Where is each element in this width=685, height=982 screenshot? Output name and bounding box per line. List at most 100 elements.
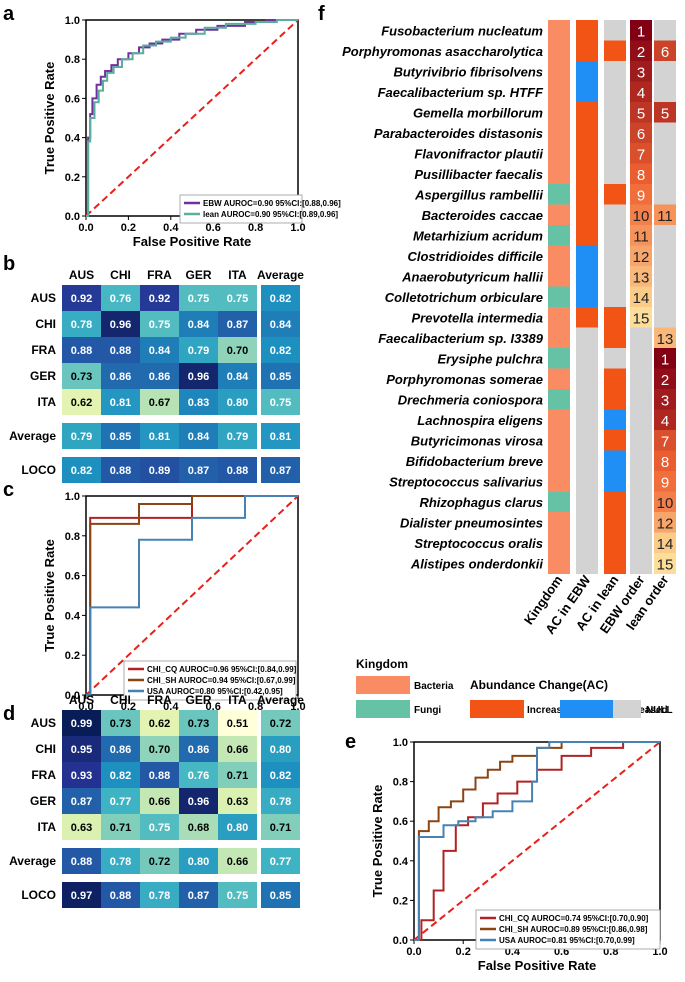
heatmap-row-ita-cell (218, 389, 257, 415)
legend-entry-usa: USA AUROC=0.81 95%CI:[0.70,0.99] (499, 936, 635, 945)
lean-order-value: 11 (657, 208, 673, 225)
species-label: Flavonifractor plautii (414, 146, 543, 161)
average-row-cell (261, 848, 300, 874)
heatmap-row-chi-value: 0.84 (188, 319, 210, 331)
heatmap-row-chi-value: 0.86 (188, 744, 209, 756)
lean-order-value: 12 (657, 515, 674, 532)
loco-row-value: 0.88 (110, 890, 131, 902)
ebw-order-cell (630, 61, 652, 82)
legend-null-swatch (613, 700, 641, 718)
ebw-order-value: 9 (637, 187, 645, 204)
heatmap-row-chi-cell (218, 311, 257, 337)
x-axis-label: False Positive Rate (133, 234, 252, 249)
heatmap-row-chi-label: CHI (35, 742, 56, 756)
heatmap-row-ita-value: 0.83 (188, 397, 209, 409)
chance-diagonal (85, 495, 299, 696)
column-header: ITA (228, 693, 247, 707)
lean-order-cell (654, 327, 676, 349)
heatmap-row-ger-value: 0.87 (71, 796, 92, 808)
ebw-order-cell (630, 553, 652, 574)
lean-order-cell (654, 471, 676, 492)
heatmap-row-ger-cell (261, 363, 300, 389)
ebw-order-value: 5 (637, 105, 645, 122)
heatmap-row-chi-cell (101, 311, 140, 337)
ac-lean-cell (604, 471, 626, 492)
column-header: AUS (69, 693, 94, 707)
kingdom-cell (548, 348, 570, 369)
loco-row-value: 0.87 (188, 465, 209, 477)
ac-ebw-cell (576, 122, 598, 144)
lean-order-cell (654, 225, 676, 246)
column-header: GER (185, 268, 211, 282)
ebw-order-cell (630, 81, 652, 103)
lean-order-cell (654, 266, 676, 287)
roc-curve-chi_cq (414, 741, 660, 941)
ac-lean-cell (604, 81, 626, 103)
ac-lean-cell (604, 532, 626, 554)
kingdom-cell (548, 368, 570, 390)
loco-row-value: 0.82 (71, 465, 92, 477)
heatmap-row-chi-cell (179, 736, 218, 762)
average-row-cell (179, 848, 218, 874)
heatmap-row-chi-label: CHI (35, 317, 56, 331)
heatmap-row-aus-cell (261, 285, 300, 311)
column-header: FRA (147, 268, 172, 282)
heatmap-row-fra-cell (140, 337, 179, 363)
y-tick-label: 0.2 (65, 172, 80, 184)
ac-lean-cell (604, 40, 626, 62)
legend-bacteria-swatch (356, 676, 410, 694)
ebw-order-cell (630, 368, 652, 390)
heatmap-row-aus-value: 0.92 (149, 293, 170, 305)
loco-row-value: 0.78 (149, 890, 170, 902)
average-row-label: Average (9, 854, 56, 868)
heatmap-row-ger-label: GER (30, 794, 56, 808)
ac-lean-cell (604, 389, 626, 410)
lean-order-value: 7 (661, 433, 669, 450)
legend-box (123, 660, 297, 701)
lean-order-cell (654, 245, 676, 267)
heatmap-row-aus-cell (101, 710, 140, 736)
y-tick-label: 0.0 (65, 211, 80, 223)
ac-ebw-cell (576, 81, 598, 103)
kingdom-cell (548, 225, 570, 246)
loco-row-value: 0.97 (71, 890, 92, 902)
ac-ebw-cell (576, 204, 598, 226)
ac-lean-cell (604, 409, 626, 431)
ac-ebw-cell (576, 286, 598, 308)
legend-entry-chi_cq: CHI_CQ AUROC=0.96 95%CI:[0.84,0.99] (147, 665, 297, 674)
ac-ebw-cell (576, 327, 598, 349)
heatmap-row-ita-value: 0.71 (110, 822, 131, 834)
heatmap-row-chi-cell (101, 736, 140, 762)
ac-ebw-cell (576, 143, 598, 164)
heatmap-row-ita-cell (261, 814, 300, 840)
y-tick-label: 0.8 (393, 777, 408, 789)
ebw-order-cell (630, 430, 652, 451)
heatmap-row-ger-cell (101, 788, 140, 814)
heatmap-row-chi-value: 0.70 (149, 744, 170, 756)
kingdom-cell (548, 61, 570, 82)
species-label: Bifidobacterium breve (406, 454, 543, 469)
ac-lean-cell (604, 450, 626, 472)
heatmap-row-ita-value: 0.80 (227, 397, 248, 409)
y-tick-label: 0.6 (393, 816, 408, 828)
kingdom-cell (548, 430, 570, 451)
x-tick-label: 0.0 (78, 222, 93, 234)
species-label: Metarhizium acridum (413, 228, 543, 243)
legend-entry-lean: lean AUROC=0.90 95%CI:[0.89,0.96] (203, 210, 338, 219)
heatmap-row-aus-value: 0.92 (71, 293, 92, 305)
ebw-order-cell (630, 491, 652, 513)
ac-lean-cell (604, 266, 626, 287)
loco-row-value: 0.88 (110, 465, 131, 477)
lean-order-cell (654, 348, 676, 369)
ac-ebw-cell (576, 266, 598, 287)
ac-ebw-cell (576, 491, 598, 513)
average-row-value: 0.77 (270, 856, 291, 868)
average-row-value: 0.88 (71, 856, 92, 868)
heatmap-row-ger-cell (62, 363, 101, 389)
ebw-order-cell (630, 532, 652, 554)
heatmap-row-ger-cell (218, 363, 257, 389)
kingdom-cell (548, 245, 570, 267)
x-axis-label: False Positive Rate (478, 958, 597, 973)
heatmap-row-fra-value: 0.79 (188, 345, 209, 357)
lean-order-value: 15 (657, 556, 674, 573)
